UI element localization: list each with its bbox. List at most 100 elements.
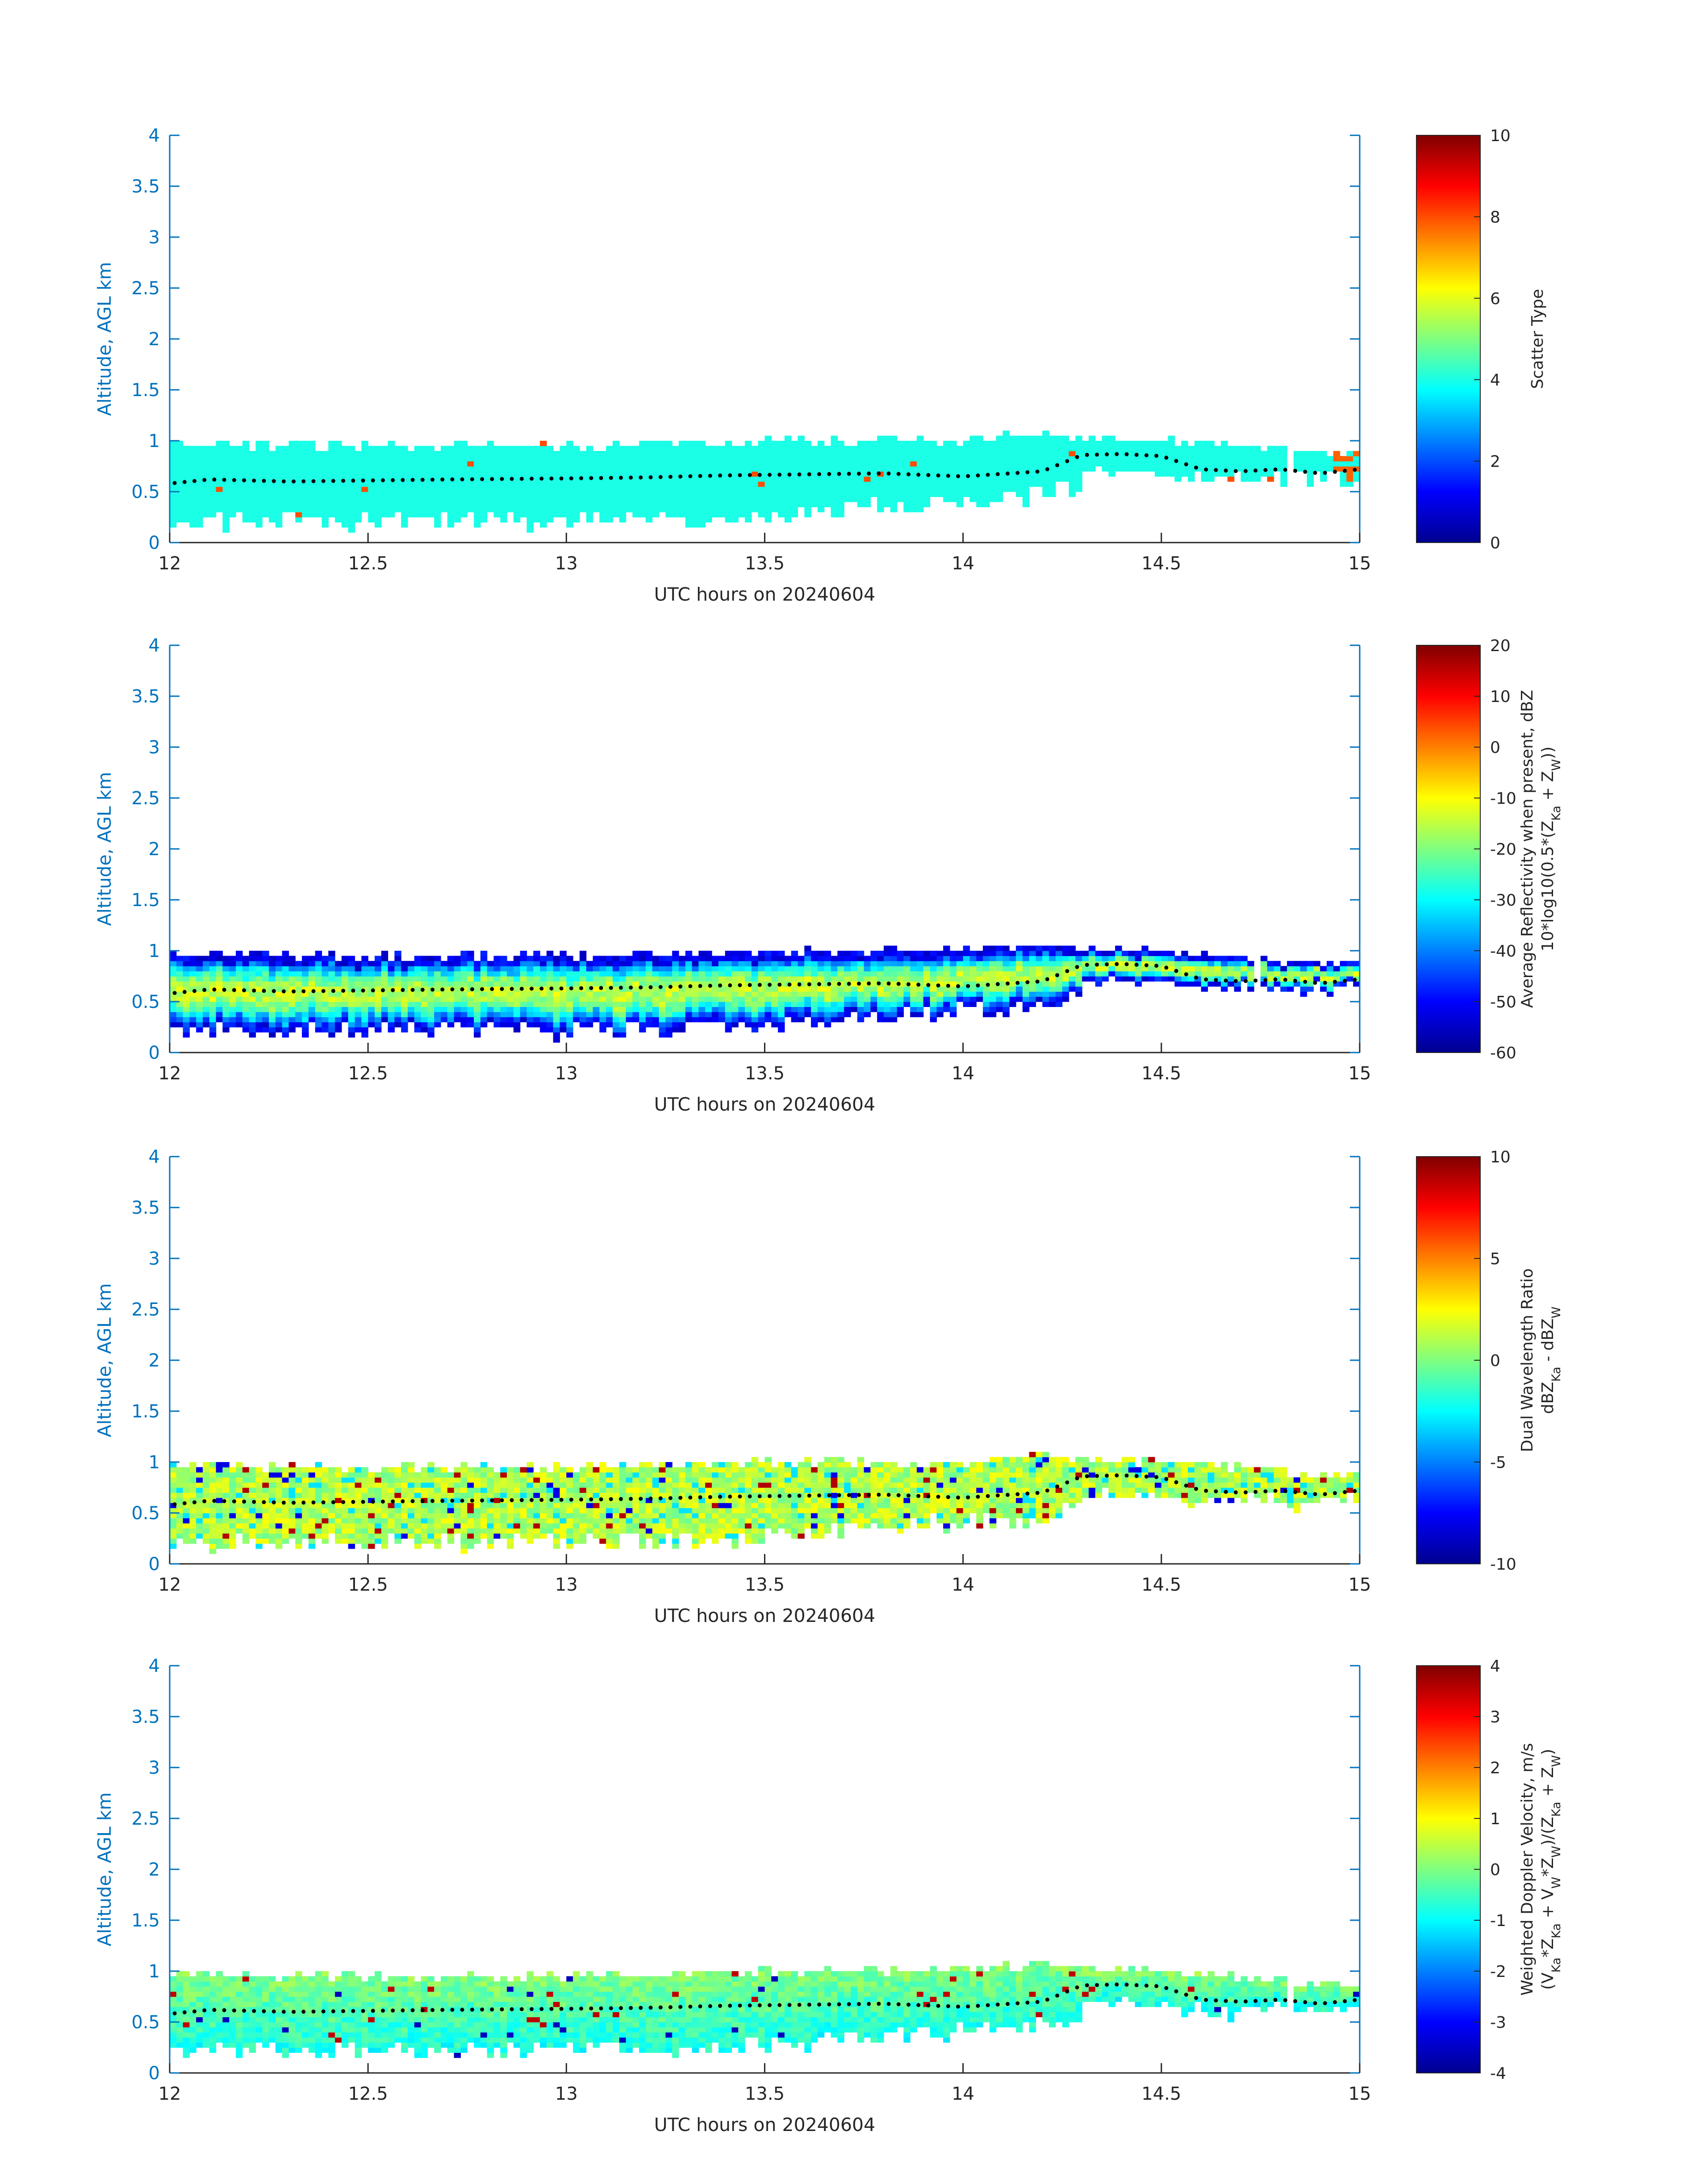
heatmap-cell xyxy=(996,456,1003,462)
heatmap-cell xyxy=(176,1467,184,1473)
heatmap-cell xyxy=(731,486,739,492)
heatmap-cell xyxy=(586,451,593,456)
heatmap-cell xyxy=(606,971,613,977)
heatmap-cell xyxy=(255,1492,263,1498)
heatmap-cell xyxy=(1168,971,1175,977)
heatmap-cell xyxy=(170,1007,177,1012)
heatmap-cell xyxy=(560,461,567,467)
heatmap-cell xyxy=(401,512,408,518)
heatmap-cell xyxy=(427,1002,434,1007)
heatmap-cell xyxy=(956,481,964,487)
heatmap-cell xyxy=(1036,461,1043,467)
heatmap-cell xyxy=(375,971,382,977)
heatmap-cell xyxy=(705,517,712,522)
heatmap-cell xyxy=(441,1007,448,1012)
heatmap-cell xyxy=(480,991,488,997)
heatmap-cell xyxy=(302,1027,309,1032)
heatmap-cell xyxy=(791,441,798,446)
heatmap-cell xyxy=(1089,461,1096,467)
heatmap-cell xyxy=(659,461,666,467)
cloud-base-dot xyxy=(1313,981,1317,985)
heatmap-cell xyxy=(526,492,534,497)
heatmap-cell xyxy=(784,486,792,492)
heatmap-cell xyxy=(943,492,950,497)
heatmap-cell xyxy=(1254,456,1261,462)
heatmap-cell xyxy=(798,996,805,1002)
heatmap-cell xyxy=(295,507,302,513)
heatmap-cell xyxy=(560,971,567,977)
heatmap-cell xyxy=(758,1002,765,1007)
heatmap-cell xyxy=(751,971,759,977)
heatmap-cell xyxy=(361,961,368,966)
heatmap-cell xyxy=(778,446,785,451)
heatmap-cell xyxy=(890,951,898,956)
heatmap-cell xyxy=(632,497,639,502)
heatmap-cell xyxy=(738,446,745,451)
heatmap-cell xyxy=(1287,966,1294,972)
heatmap-cell xyxy=(1036,966,1043,972)
heatmap-cell xyxy=(170,451,177,456)
heatmap-cell xyxy=(844,996,851,1002)
heatmap-cell xyxy=(1029,481,1036,487)
heatmap-cell xyxy=(176,1482,184,1488)
heatmap-cell xyxy=(249,1528,256,1534)
heatmap-cell xyxy=(1141,945,1148,951)
heatmap-cell xyxy=(196,961,203,966)
heatmap-cell xyxy=(216,1503,223,1508)
heatmap-cell xyxy=(520,512,527,518)
heatmap-cell xyxy=(1214,456,1221,462)
heatmap-cell xyxy=(705,971,712,977)
heatmap-cell xyxy=(791,466,798,472)
heatmap-cell xyxy=(1069,476,1076,482)
heatmap-cell xyxy=(619,517,626,522)
heatmap-cell xyxy=(1002,481,1010,487)
heatmap-cell xyxy=(923,466,931,472)
heatmap-cell xyxy=(718,456,726,462)
heatmap-cell xyxy=(447,1002,455,1007)
heatmap-cell xyxy=(1141,466,1148,472)
heatmap-cell xyxy=(764,956,772,961)
heatmap-cell xyxy=(1234,451,1241,456)
cloud-base-dot xyxy=(1015,981,1020,985)
x-tick-label: 15 xyxy=(1349,1063,1371,1084)
heatmap-cell xyxy=(282,1011,289,1017)
heatmap-cell xyxy=(877,966,884,972)
heatmap-cell xyxy=(996,956,1003,961)
heatmap-cell xyxy=(712,497,719,502)
heatmap-cell xyxy=(1036,986,1043,992)
heatmap-cell xyxy=(546,956,554,961)
cloud-base-dot xyxy=(817,472,822,476)
heatmap-cell xyxy=(764,507,772,513)
heatmap-cell xyxy=(447,507,455,513)
heatmap-cell xyxy=(447,991,455,997)
heatmap-cell xyxy=(474,512,481,518)
heatmap-cell xyxy=(619,507,626,513)
heatmap-cell xyxy=(480,996,488,1002)
heatmap-cell xyxy=(831,466,838,472)
heatmap-cell xyxy=(474,976,481,982)
heatmap-cell xyxy=(467,951,474,956)
heatmap-cell xyxy=(394,446,401,451)
heatmap-cell xyxy=(1002,991,1010,997)
heatmap-cell xyxy=(288,981,296,987)
heatmap-cell xyxy=(487,991,494,997)
heatmap-cell xyxy=(500,461,507,467)
heatmap-cell xyxy=(606,481,613,487)
heatmap-cell xyxy=(870,996,877,1002)
heatmap-cell xyxy=(355,976,362,982)
heatmap-cell xyxy=(388,996,395,1002)
cloud-base-dot xyxy=(579,476,584,481)
heatmap-cell xyxy=(851,981,858,987)
cloud-base-dot xyxy=(1085,453,1089,457)
heatmap-cell xyxy=(936,961,944,966)
heatmap-cell xyxy=(593,981,600,987)
x-tick-label: 12.5 xyxy=(348,553,388,574)
cloud-base-dot xyxy=(549,986,554,991)
heatmap-cell xyxy=(236,1467,243,1473)
cloud-base-dot xyxy=(589,476,593,481)
heatmap-cell xyxy=(328,492,335,497)
heatmap-cell xyxy=(665,1002,672,1007)
heatmap-cell xyxy=(414,512,422,518)
heatmap-cell xyxy=(546,1011,554,1017)
heatmap-cell xyxy=(1075,451,1082,456)
